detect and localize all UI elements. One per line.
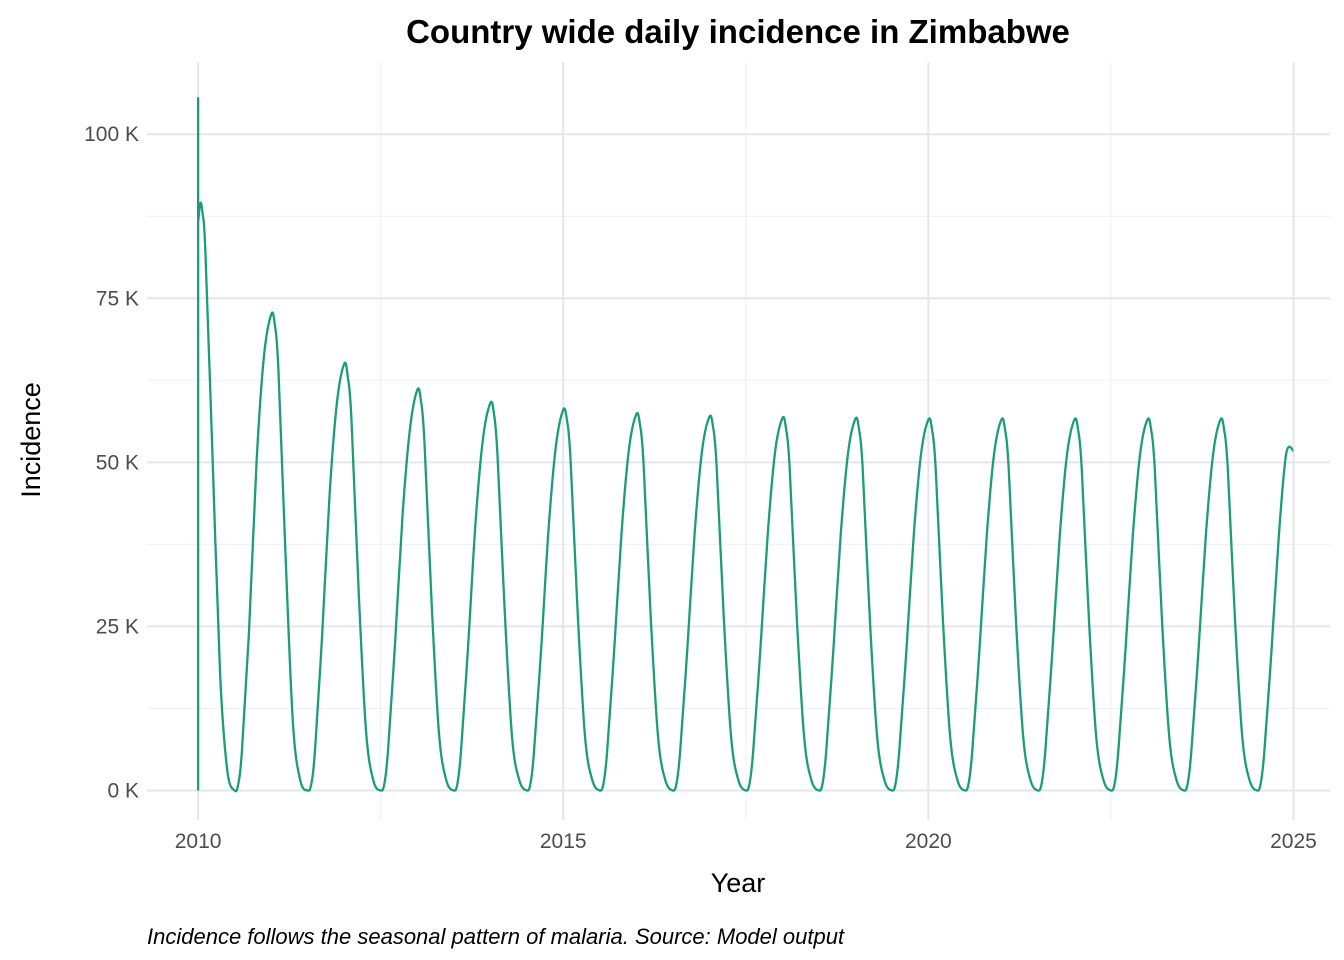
- x-tick-label: 2010: [175, 830, 222, 853]
- series-layer: [196, 96, 1295, 793]
- y-tick-label: 75 K: [96, 287, 139, 310]
- y-tick-label: 100 K: [84, 123, 139, 146]
- x-axis-ticks: 2010 2015 2020 2025: [175, 830, 1317, 853]
- y-tick-label: 50 K: [96, 451, 139, 474]
- x-tick-label: 2020: [905, 830, 952, 853]
- y-tick-label: 0 K: [107, 779, 139, 802]
- chart-caption: Incidence follows the seasonal pattern o…: [147, 924, 845, 949]
- x-axis-title: Year: [711, 868, 766, 898]
- chart-title: Country wide daily incidence in Zimbabwe: [406, 13, 1070, 50]
- y-axis-title: Incidence: [16, 382, 46, 498]
- y-tick-label: 25 K: [96, 615, 139, 638]
- y-axis-ticks: 0 K 25 K 50 K 75 K 100 K: [84, 123, 139, 802]
- x-tick-label: 2025: [1270, 830, 1317, 853]
- x-tick-label: 2015: [540, 830, 587, 853]
- incidence-line: [196, 96, 1295, 793]
